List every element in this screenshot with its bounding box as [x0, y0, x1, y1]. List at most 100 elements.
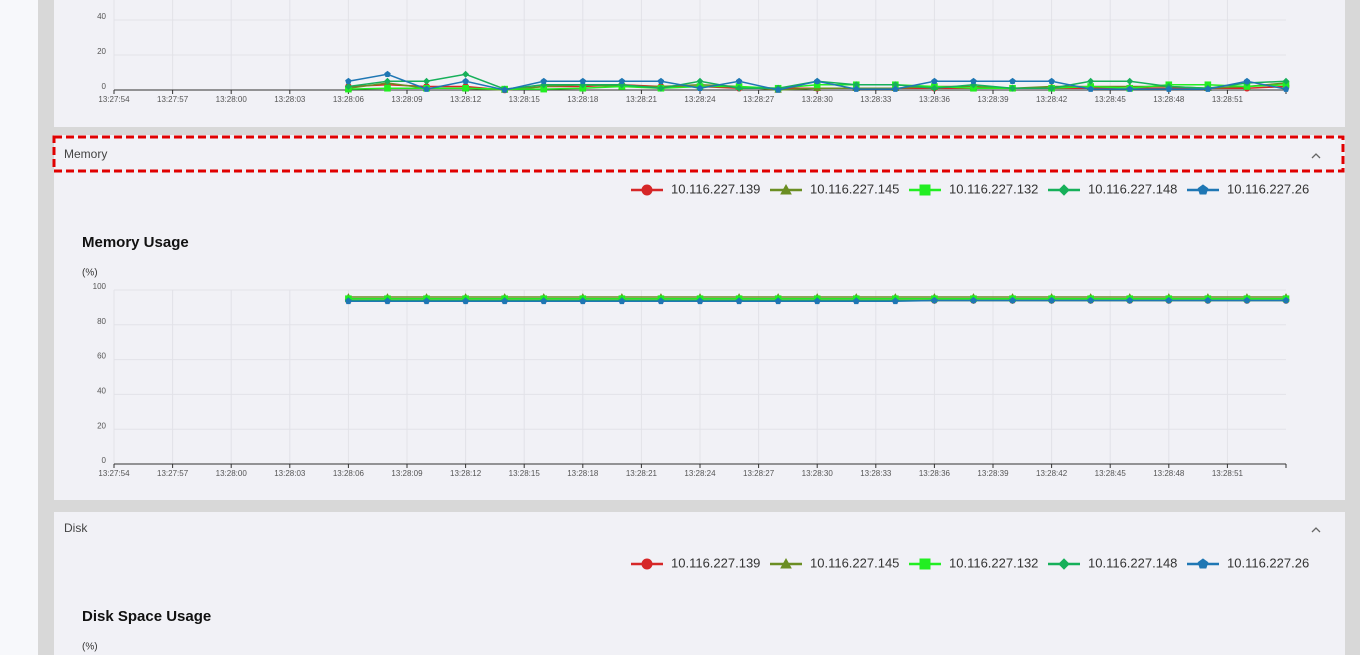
data-point	[970, 77, 977, 85]
data-point	[384, 84, 391, 92]
y-tick-label: 0	[102, 456, 107, 465]
legend-label: 10.116.227.148	[1088, 555, 1177, 570]
x-tick-label: 13:28:00	[216, 95, 248, 104]
chart-title: Memory Usage	[82, 234, 189, 251]
disk-panel	[54, 512, 1345, 655]
x-tick-label: 13:28:21	[626, 95, 658, 104]
legend-label: 10.116.227.145	[810, 181, 899, 196]
collapse-icon[interactable]	[1311, 527, 1321, 533]
data-point	[1087, 85, 1094, 92]
memory-header[interactable]: Memory	[64, 147, 107, 161]
x-tick-label: 13:28:39	[977, 95, 1009, 104]
data-point	[930, 84, 938, 92]
x-tick-label: 13:28:27	[743, 95, 775, 104]
data-point	[383, 77, 391, 85]
data-point	[1282, 77, 1290, 85]
x-tick-label: 13:28:24	[684, 95, 716, 104]
x-tick-label: 13:28:42	[1036, 469, 1068, 478]
data-point	[853, 85, 860, 92]
data-point	[384, 297, 391, 305]
data-point	[1204, 297, 1212, 304]
x-tick-label: 13:28:15	[509, 95, 541, 104]
y-tick-label: 100	[93, 282, 107, 291]
chart-title: Disk Space Usage	[82, 608, 211, 625]
data-point	[735, 77, 743, 85]
data-point	[853, 297, 860, 305]
data-point	[657, 77, 665, 85]
x-tick-label: 13:27:57	[157, 95, 189, 104]
collapse-icon[interactable]	[1311, 153, 1321, 159]
legend-marker	[641, 558, 653, 570]
disk-header[interactable]: Disk	[64, 521, 88, 535]
data-point	[1009, 297, 1016, 304]
data-point	[1204, 85, 1212, 92]
data-point	[618, 77, 626, 85]
data-point	[345, 297, 352, 305]
data-point	[1009, 77, 1016, 85]
x-tick-label: 13:28:06	[333, 469, 365, 478]
highlight-box	[52, 135, 1345, 173]
sidebar-strip	[0, 0, 38, 655]
legend-label: 10.116.227.139	[671, 555, 760, 570]
legend-marker	[919, 184, 931, 196]
x-tick-label: 13:28:45	[1095, 469, 1127, 478]
data-point	[1009, 84, 1017, 92]
legend-marker	[780, 183, 792, 195]
x-tick-label: 13:28:33	[860, 95, 892, 104]
data-point	[1126, 297, 1133, 304]
legend-marker	[780, 557, 792, 569]
x-tick-label: 13:28:00	[216, 469, 248, 478]
legend-marker	[1058, 184, 1070, 196]
data-point	[462, 70, 470, 78]
data-point	[931, 77, 938, 85]
y-tick-label: 40	[97, 387, 106, 396]
unit-label: (%)	[82, 642, 98, 653]
legend-label: 10.116.227.132	[949, 181, 1038, 196]
data-point	[774, 297, 782, 305]
unit-label: (%)	[82, 268, 98, 279]
x-tick-label: 13:28:33	[860, 469, 892, 478]
data-point	[1048, 297, 1055, 304]
data-point	[657, 84, 665, 92]
data-point	[423, 85, 430, 92]
x-tick-label: 13:28:36	[919, 469, 951, 478]
data-point	[892, 85, 899, 92]
data-point	[813, 297, 821, 305]
data-point	[423, 297, 430, 305]
data-point	[1282, 297, 1290, 304]
data-point	[1126, 77, 1134, 85]
legend-marker	[1197, 558, 1209, 569]
legend-label: 10.116.227.26	[1227, 181, 1309, 196]
data-point	[579, 77, 587, 85]
x-tick-label: 13:28:51	[1212, 95, 1244, 104]
data-point	[579, 297, 587, 305]
data-point	[735, 297, 743, 305]
data-point	[1048, 84, 1056, 92]
x-tick-label: 13:28:48	[1153, 469, 1185, 478]
x-tick-label: 13:28:18	[567, 469, 599, 478]
x-tick-label: 13:28:30	[802, 469, 834, 478]
data-point	[1165, 85, 1173, 92]
data-point	[345, 77, 352, 85]
legend-label: 10.116.227.26	[1227, 555, 1309, 570]
x-tick-label: 13:28:18	[567, 95, 599, 104]
y-tick-label: 20	[97, 47, 106, 56]
legend-label: 10.116.227.132	[949, 555, 1038, 570]
data-point	[970, 297, 977, 304]
data-point	[774, 86, 782, 93]
x-tick-label: 13:27:54	[98, 95, 130, 104]
x-tick-label: 13:28:48	[1153, 95, 1185, 104]
x-tick-label: 13:28:21	[626, 469, 658, 478]
data-point	[1282, 85, 1290, 92]
legend-marker	[1197, 184, 1209, 195]
legend-marker	[919, 558, 931, 570]
data-point	[735, 84, 743, 92]
x-tick-label: 13:28:03	[274, 95, 306, 104]
x-tick-label: 13:28:03	[274, 469, 306, 478]
data-point	[931, 297, 938, 304]
data-point	[462, 297, 469, 305]
x-tick-label: 13:28:09	[391, 95, 423, 104]
legend-label: 10.116.227.139	[671, 181, 760, 196]
